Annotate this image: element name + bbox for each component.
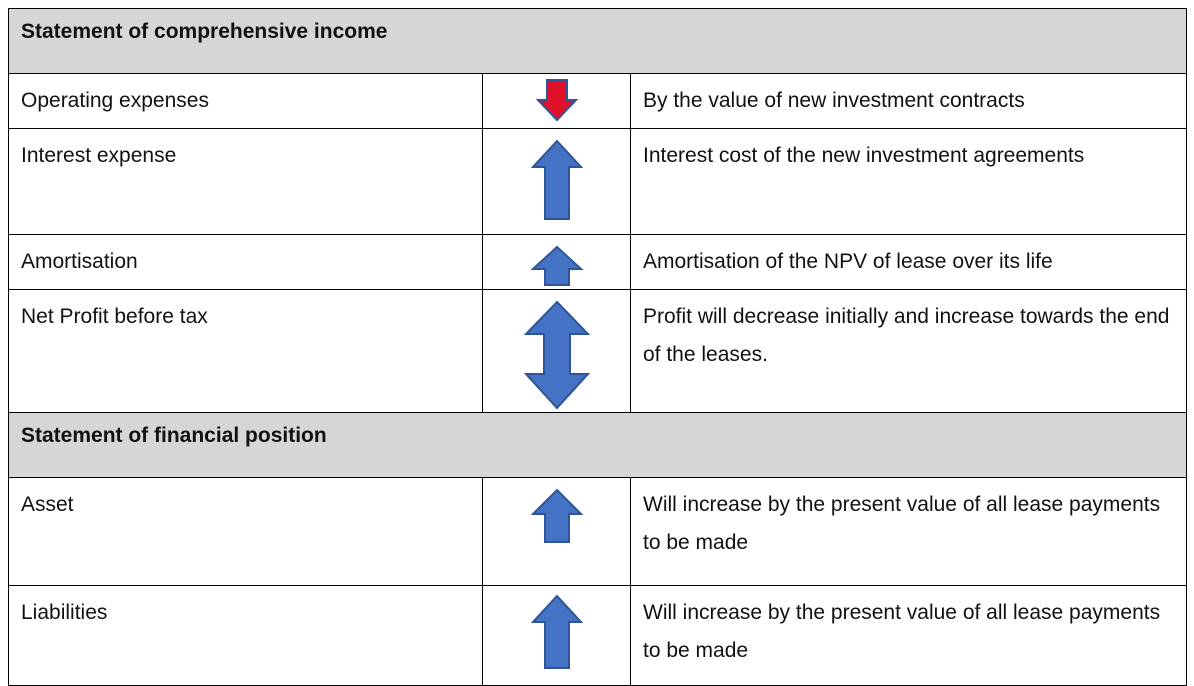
page: Statement of comprehensive income Operat… [7, 8, 1188, 686]
description: Will increase by the present value of al… [629, 477, 1188, 586]
item: Net Profit before tax [8, 289, 483, 413]
up-arrow [529, 245, 584, 286]
item: Interest expense [8, 128, 483, 235]
icon-cell [482, 477, 631, 586]
row: Amortisation Amortisation of the NPV of … [8, 234, 1188, 290]
row: Operating expenses By the value of new i… [8, 73, 1188, 129]
icon-cell [482, 234, 631, 290]
statement-table: Statement of comprehensive income Operat… [7, 8, 1188, 686]
double-arrow [523, 300, 590, 410]
item: Amortisation [8, 234, 483, 290]
icon-cell [482, 585, 631, 686]
icon-cell [482, 289, 631, 413]
item: Liabilities [8, 585, 483, 686]
description: Profit will decrease initially and incre… [629, 289, 1188, 413]
item: Operating expenses [8, 73, 483, 129]
row: Asset Will increase by the present value… [8, 477, 1188, 586]
row: Interest expense Interest cost of the ne… [8, 128, 1188, 235]
up-arrow [530, 488, 583, 543]
description: By the value of new investment contracts [629, 73, 1188, 129]
icon-cell [482, 128, 631, 235]
section-header: Statement of comprehensive income [7, 8, 1188, 74]
description: Interest cost of the new investment agre… [629, 128, 1188, 235]
description: Amortisation of the NPV of lease over it… [629, 234, 1188, 290]
down-arrow [535, 79, 578, 122]
section-header: Statement of financial position [7, 412, 1188, 478]
section-title: Statement of comprehensive income [7, 8, 1188, 74]
up-arrow [530, 139, 583, 220]
row: Net Profit before tax Profit will decrea… [8, 289, 1188, 413]
item: Asset [8, 477, 483, 586]
up-arrow [530, 594, 583, 669]
section-title: Statement of financial position [7, 412, 1188, 478]
icon-cell [482, 73, 631, 129]
